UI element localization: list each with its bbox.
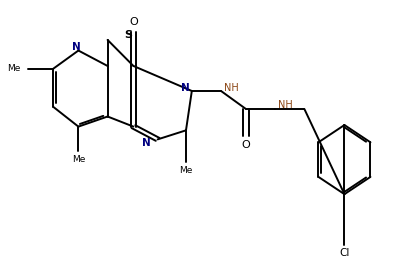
- Text: N: N: [143, 138, 151, 148]
- Text: N: N: [73, 42, 81, 52]
- Text: NH: NH: [224, 83, 239, 93]
- Text: S: S: [124, 30, 132, 40]
- Text: N: N: [181, 83, 189, 93]
- Text: NH: NH: [278, 100, 293, 110]
- Text: O: O: [242, 140, 250, 150]
- Text: Me: Me: [7, 64, 20, 73]
- Text: Me: Me: [72, 155, 85, 164]
- Text: Me: Me: [179, 166, 193, 175]
- Text: Cl: Cl: [339, 248, 349, 258]
- Text: O: O: [129, 17, 138, 27]
